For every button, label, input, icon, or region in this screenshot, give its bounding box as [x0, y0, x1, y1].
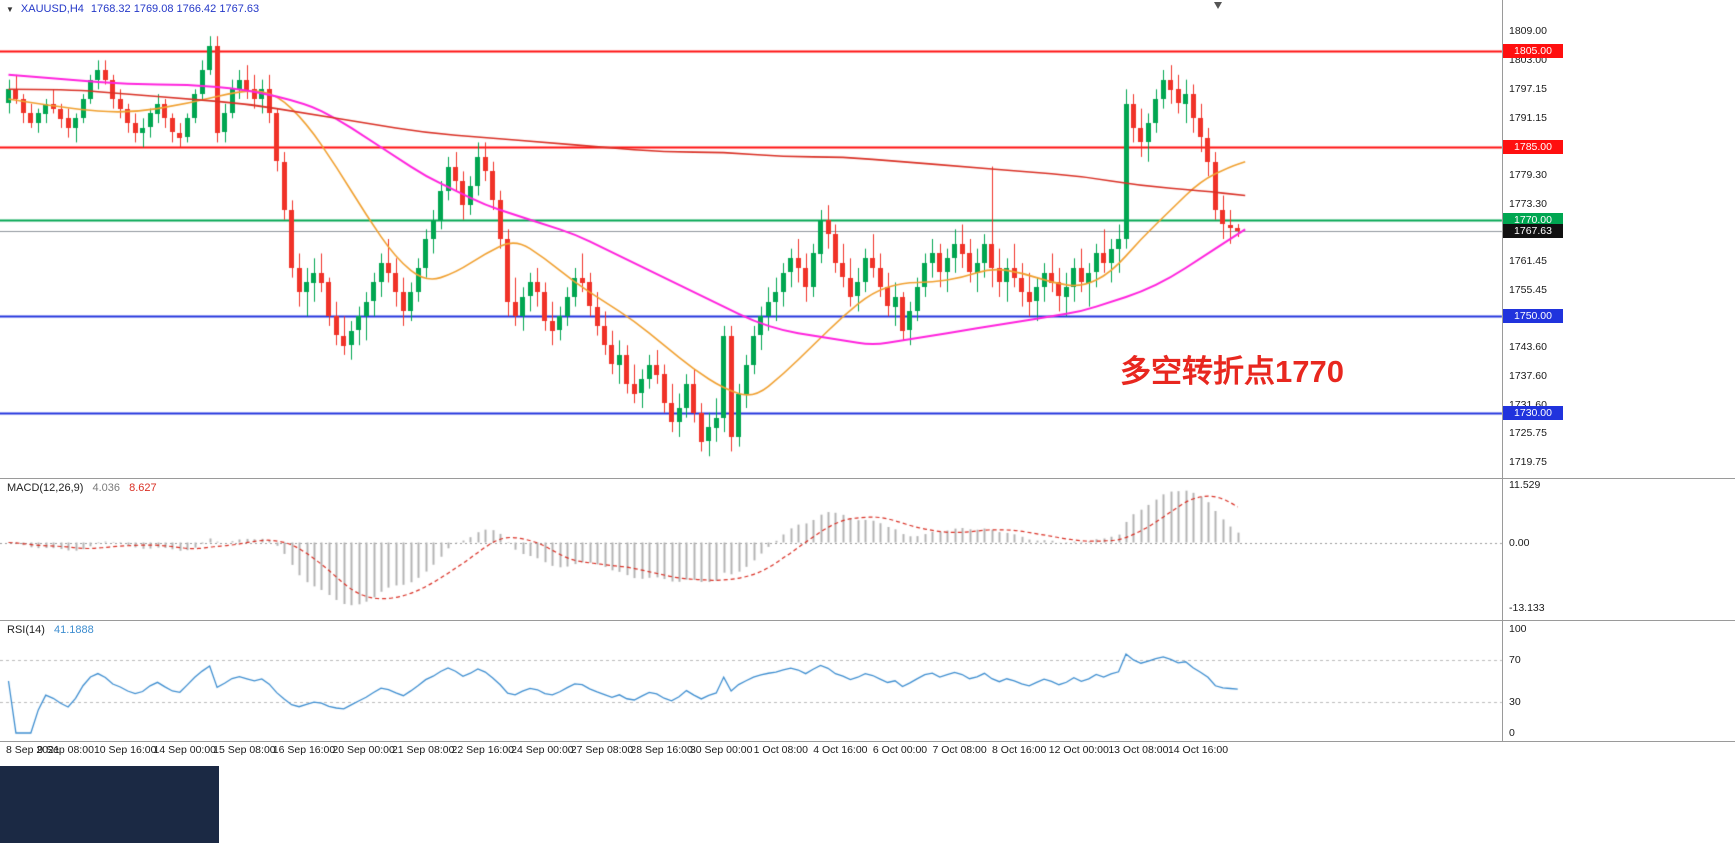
price-axis-label: 1779.30 — [1509, 168, 1547, 181]
ohlc-readout: 1768.32 1769.08 1766.42 1767.63 — [90, 3, 260, 15]
macd-panel-canvas[interactable] — [0, 479, 1735, 620]
price-badge-1785.00: 1785.00 — [1503, 140, 1563, 155]
time-axis-label: 15 Sep 08:00 — [213, 744, 276, 756]
price-axis-label: 1809.00 — [1509, 25, 1547, 38]
time-axis-label: 13 Oct 08:00 — [1108, 744, 1169, 756]
time-axis-label: 7 Oct 08:00 — [932, 744, 987, 756]
rsi-title: RSI(14) — [7, 624, 45, 636]
chart-title: ▼ XAUUSD,H4 1768.32 1769.08 1766.42 1767… — [6, 3, 259, 15]
time-axis-label: 8 Oct 16:00 — [992, 744, 1047, 756]
macd-axis-label: 0.00 — [1509, 536, 1530, 549]
price-axis-label: 1743.60 — [1509, 341, 1547, 354]
price-axis-label: 1737.60 — [1509, 370, 1547, 383]
price-chart-canvas[interactable] — [0, 0, 1735, 478]
time-axis-label: 12 Oct 00:00 — [1048, 744, 1109, 756]
price-axis-label: 1797.15 — [1509, 82, 1547, 95]
dropdown-arrow-icon: ▼ — [6, 4, 14, 14]
price-badge-1750.00: 1750.00 — [1503, 309, 1563, 324]
time-axis-label: 21 Sep 08:00 — [391, 744, 455, 756]
rsi-panel-canvas[interactable] — [0, 621, 1735, 741]
time-axis-label: 28 Sep 16:00 — [630, 744, 693, 756]
symbol-timeframe-label: XAUUSD,H4 — [20, 3, 84, 15]
time-axis-label: 16 Sep 16:00 — [272, 744, 336, 756]
panel-separator — [0, 741, 1735, 742]
macd-title: MACD(12,26,9) — [7, 482, 84, 494]
rsi-axis-label: 100 — [1509, 623, 1527, 635]
price-badge-1767.63: 1767.63 — [1503, 224, 1563, 239]
price-axis-label: 1725.75 — [1509, 427, 1547, 440]
rsi-axis-label: 70 — [1509, 654, 1521, 667]
time-axis-label: 9 Sep 08:00 — [37, 744, 94, 756]
time-axis-label: 14 Sep 00:00 — [153, 744, 217, 756]
rsi-axis-label: 30 — [1509, 695, 1521, 708]
macd-axis-label: -13.133 — [1509, 602, 1545, 614]
time-axis-label: 6 Oct 00:00 — [872, 744, 928, 756]
rsi-value: 41.1888 — [53, 624, 94, 636]
time-axis-label: 30 Sep 00:00 — [689, 744, 753, 756]
time-axis-label: 22 Sep 16:00 — [451, 744, 515, 756]
price-axis-border — [1502, 0, 1503, 741]
time-axis-label: 27 Sep 08:00 — [570, 744, 634, 756]
chart-annotation-text: 多空转折点1770 — [1120, 354, 1344, 389]
time-axis-label: 24 Sep 00:00 — [511, 744, 574, 756]
time-axis-label: 4 Oct 16:00 — [813, 744, 868, 756]
price-axis-label: 1761.45 — [1509, 254, 1547, 267]
price-axis-label: 1755.45 — [1509, 283, 1547, 296]
price-axis-label: 1773.30 — [1509, 197, 1547, 210]
time-axis-label: 1 Oct 08:00 — [753, 744, 808, 756]
time-axis-label: 14 Oct 16:00 — [1167, 744, 1229, 756]
panel-separator — [0, 478, 1735, 479]
time-axis-label: 10 Sep 16:00 — [93, 744, 157, 756]
price-axis-label: 1719.75 — [1509, 456, 1547, 469]
price-badge-1770.00: 1770.00 — [1503, 212, 1563, 227]
macd-axis-label: 11.529 — [1509, 479, 1541, 491]
rsi-axis-label: 0 — [1509, 727, 1515, 739]
background-window-fragment[interactable] — [0, 766, 219, 843]
price-badge-1730.00: 1730.00 — [1503, 405, 1563, 420]
macd-main-value: 4.036 — [92, 482, 121, 494]
price-axis-label: 1791.15 — [1509, 111, 1547, 124]
time-axis-label: 8 Sep 2021 — [6, 744, 60, 756]
price-badge-1805.00: 1805.00 — [1503, 43, 1563, 58]
macd-signal-value: 8.627 — [129, 482, 157, 494]
rsi-header: RSI(14) 41.1888 — [7, 624, 94, 636]
macd-header: MACD(12,26,9) 4.036 8.627 — [7, 482, 157, 494]
panel-separator — [0, 620, 1735, 621]
chart-shift-marker-icon[interactable] — [1214, 2, 1222, 9]
time-axis-label: 20 Sep 00:00 — [332, 744, 395, 756]
